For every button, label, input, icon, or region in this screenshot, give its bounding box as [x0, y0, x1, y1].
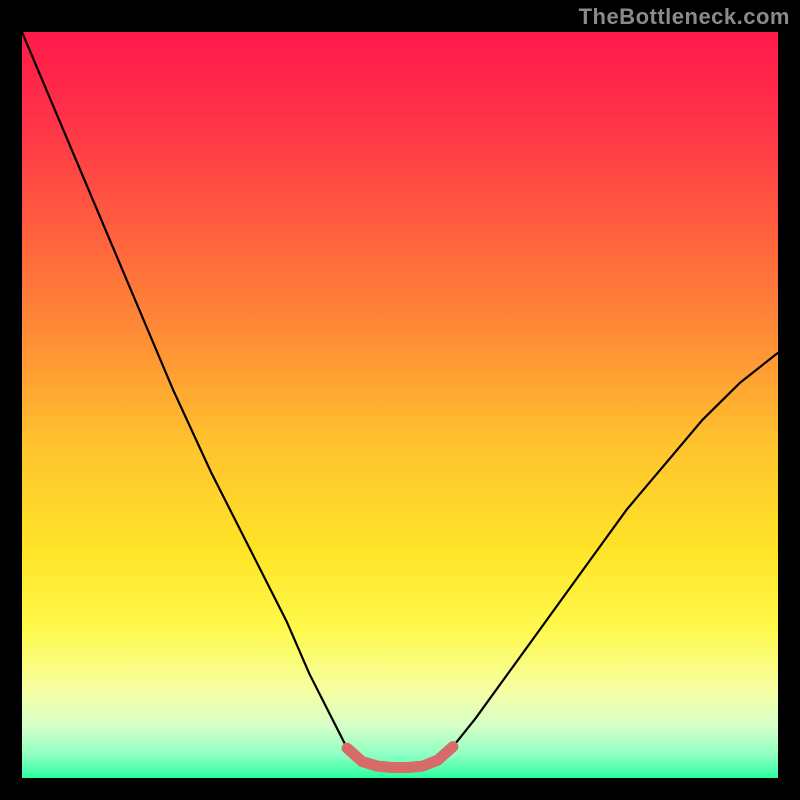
- watermark-text: TheBottleneck.com: [579, 4, 790, 30]
- curve-layer: [22, 32, 778, 778]
- figure-root: TheBottleneck.com: [0, 0, 800, 800]
- highlight-segment: [347, 747, 453, 768]
- bottleneck-curve: [22, 32, 778, 768]
- plot-area: [22, 32, 778, 778]
